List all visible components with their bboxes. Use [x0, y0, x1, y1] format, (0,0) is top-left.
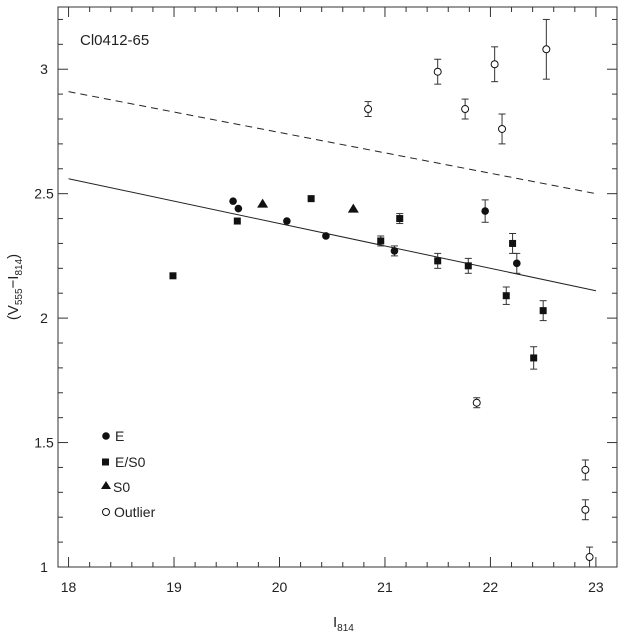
legend-marker-filled-square: [102, 458, 109, 466]
dashed-line: [68, 91, 597, 195]
point-outlier: [490, 60, 499, 69]
x-tick-label: 23: [588, 579, 604, 595]
data-points: [169, 18, 594, 568]
point-e: [513, 259, 521, 268]
fit-lines: [68, 91, 597, 292]
y-tick-label: 1: [40, 559, 48, 575]
y-tick-label: 1.5: [34, 435, 54, 451]
point-es0: [377, 237, 385, 245]
y-tick-label: 2.5: [34, 186, 54, 202]
y-tick-label: 2: [40, 310, 48, 326]
x-tick-label: 22: [483, 579, 499, 595]
point-es0: [233, 217, 241, 225]
x-axis-label: I814: [333, 614, 354, 633]
x-tick-label: 19: [166, 579, 182, 595]
point-e: [283, 217, 291, 225]
point-s0: [347, 203, 359, 213]
legend-label-s0: S0: [113, 479, 130, 495]
point-outlier: [433, 67, 442, 76]
point-outlier: [585, 553, 594, 562]
legend-item-outlier: Outlier: [102, 504, 156, 520]
point-es0: [530, 354, 538, 362]
legend-marker-filled-circle: [102, 432, 110, 440]
point-e: [229, 197, 237, 205]
point-outlier: [542, 45, 551, 54]
point-outlier: [498, 124, 507, 133]
legend: E E/S0 S0 Outlier: [101, 428, 156, 520]
point-outlier: [581, 465, 590, 474]
y-axis-label: (V555−I814): [5, 254, 25, 320]
point-es0: [169, 272, 177, 280]
x-tick-label: 18: [61, 579, 77, 595]
y-tick-label: 3: [40, 61, 48, 77]
point-e: [322, 232, 330, 240]
point-outlier: [364, 105, 373, 114]
axis-ticks: 18 19 20 21 22 23 1 1.5 2 2.5 3: [34, 7, 617, 595]
plot-frame: [57, 6, 618, 568]
point-e: [234, 204, 243, 213]
point-e: [481, 207, 489, 215]
point-es0: [502, 292, 510, 300]
point-es0: [434, 257, 442, 265]
legend-item-s0: S0: [101, 479, 130, 495]
legend-marker-open-circle: [102, 508, 110, 516]
legend-label-outlier: Outlier: [114, 504, 156, 520]
point-es0: [539, 307, 547, 315]
legend-label-e: E: [115, 428, 124, 444]
x-tick-label: 20: [272, 579, 288, 595]
point-es0: [396, 215, 404, 223]
legend-label-es0: E/S0: [115, 454, 146, 470]
solid-fit-line: [68, 178, 597, 292]
point-es0: [509, 239, 517, 247]
cluster-label: Cl0412-65: [80, 32, 149, 49]
point-outlier: [472, 398, 481, 407]
point-s0: [257, 198, 269, 208]
point-e: [390, 247, 399, 255]
point-outlier: [581, 505, 590, 514]
legend-item-e: E: [102, 428, 124, 444]
point-outlier: [461, 105, 470, 114]
legend-marker-filled-triangle: [101, 481, 111, 489]
x-tick-label: 21: [377, 579, 393, 595]
point-es0: [307, 195, 315, 203]
legend-item-es0: E/S0: [102, 454, 146, 470]
point-es0: [464, 262, 472, 270]
